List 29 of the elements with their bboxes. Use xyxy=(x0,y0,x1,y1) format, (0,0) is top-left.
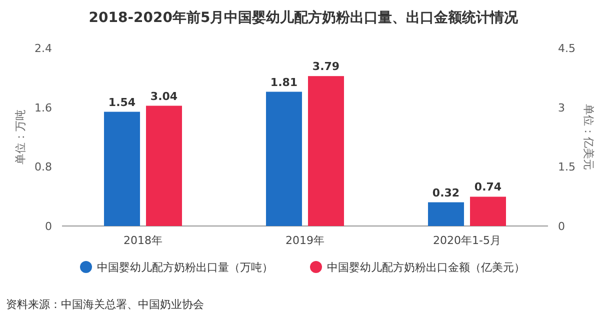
x-tick-label: 2019年 xyxy=(286,234,324,247)
y-tick-label: 2.4 xyxy=(34,42,52,55)
y2-tick-label: 1.5 xyxy=(558,160,576,174)
bar xyxy=(308,76,344,226)
legend-label: 中国婴幼儿配方奶粉出口量（万吨） xyxy=(97,261,273,274)
x-tick-label: 2020年1-5月 xyxy=(433,234,501,247)
y2-tick-label: 4.5 xyxy=(558,42,576,55)
y2-tick-label: 3 xyxy=(558,101,565,114)
bar xyxy=(428,202,464,226)
data-label: 1.54 xyxy=(108,96,136,109)
y-tick-label: 0 xyxy=(45,220,52,233)
bar xyxy=(266,92,302,226)
data-label: 3.79 xyxy=(312,60,340,74)
y2-tick-label: 0 xyxy=(558,220,565,233)
text: 资料来源：中国海关总署、中国奶业协会 xyxy=(6,298,204,311)
bar xyxy=(104,112,140,226)
bar xyxy=(470,196,506,226)
data-label: 3.04 xyxy=(150,90,178,103)
bar xyxy=(146,106,182,226)
data-label: 1.81 xyxy=(270,76,298,89)
y2-axis-title: 单位：亿美元 xyxy=(582,104,595,170)
y-axis-title: 单位：万吨 xyxy=(14,110,27,164)
y-tick-label: 0.8 xyxy=(34,160,52,174)
data-label: 0.32 xyxy=(432,186,460,200)
legend-label: 中国婴幼儿配方奶粉出口金额（亿美元） xyxy=(327,261,525,274)
x-tick-label: 2018年 xyxy=(124,234,162,247)
y-tick-label: 1.6 xyxy=(34,101,52,114)
data-label: 0.74 xyxy=(474,180,502,194)
chart-title: 2018-2020年前5月中国婴幼儿配方奶粉出口量、出口金额统计情况 xyxy=(88,9,520,26)
